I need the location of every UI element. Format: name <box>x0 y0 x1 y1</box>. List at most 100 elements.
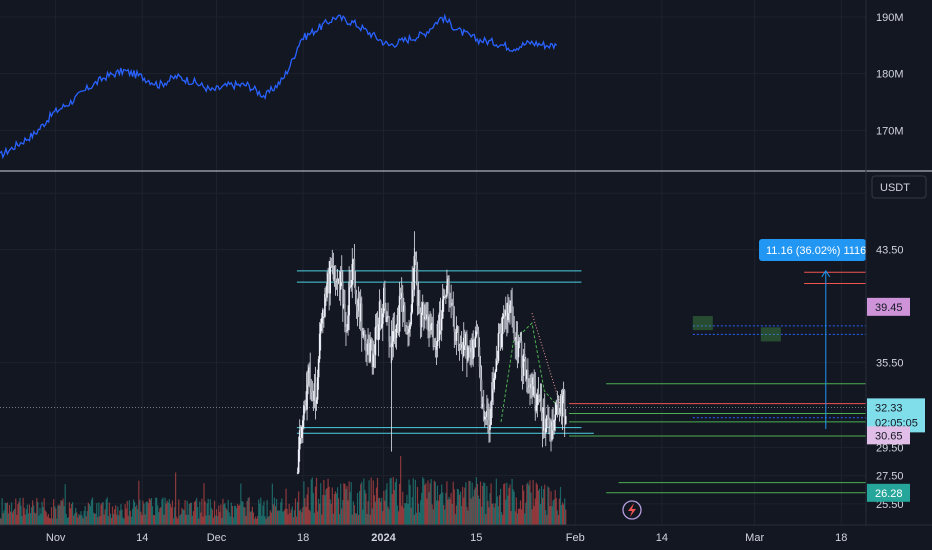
volume-bar <box>57 505 59 525</box>
volume-bar <box>467 510 469 525</box>
volume-bar <box>537 490 540 525</box>
volume-bar <box>170 507 173 525</box>
candle-body <box>472 339 475 359</box>
candle-body <box>512 323 514 328</box>
volume-bar <box>440 493 442 525</box>
volume-bar <box>372 480 374 525</box>
candle-body <box>406 327 408 334</box>
pattern-line[interactable] <box>500 322 564 422</box>
volume-bar <box>232 517 235 525</box>
volume-bar <box>19 497 21 525</box>
volume-bar <box>498 495 501 525</box>
volume-bar <box>6 502 8 525</box>
volume-bar <box>186 500 188 525</box>
volume-bar <box>289 512 291 525</box>
volume-bar <box>66 517 68 525</box>
volume-bar <box>512 489 514 525</box>
volume-bar <box>185 514 187 525</box>
candle-body <box>346 330 348 331</box>
volume-bar <box>132 499 135 525</box>
volume-bar <box>149 499 151 525</box>
volume-bar <box>265 518 267 525</box>
candle-body <box>448 278 450 299</box>
volume-bar <box>244 507 246 525</box>
volume-bar <box>349 492 351 525</box>
drawings-layer[interactable]: 11.16 (36.02%) 1116 <box>0 239 866 494</box>
candle-body <box>371 339 374 367</box>
candles-layer[interactable] <box>296 231 567 475</box>
volume-bar <box>197 506 199 525</box>
volume-bar <box>121 509 123 525</box>
volume-bar <box>438 494 441 525</box>
candle-body <box>328 273 330 294</box>
candle-body <box>372 353 375 367</box>
candle-body <box>313 383 316 401</box>
volume-bar <box>158 512 160 525</box>
candle-body <box>435 346 438 350</box>
volume-bar <box>108 502 110 525</box>
candle-body <box>493 378 496 390</box>
volume-bar <box>538 488 541 525</box>
volume-bar <box>486 486 488 525</box>
volume-bar <box>522 485 524 525</box>
zone-box[interactable] <box>692 316 713 331</box>
volume-bar <box>68 502 71 525</box>
volume-bar <box>523 490 525 525</box>
price-tick: 29.50 <box>876 442 904 454</box>
volume-bar <box>60 500 62 525</box>
volume-bar <box>37 501 39 525</box>
volume-bar <box>238 505 240 525</box>
candle-body <box>314 383 317 404</box>
candle-body <box>490 401 492 425</box>
volume-bar <box>324 495 326 525</box>
volume-bar <box>352 501 354 525</box>
volume-bar <box>44 510 46 525</box>
candle-body <box>323 309 325 317</box>
volume-bar <box>513 491 515 525</box>
indicator-line[interactable] <box>0 13 558 160</box>
volume-bar <box>163 514 165 525</box>
volume-bar <box>400 456 402 525</box>
volume-bar <box>306 494 308 525</box>
currency-button[interactable]: USDT <box>871 175 927 199</box>
trend-line[interactable] <box>531 313 566 420</box>
volume-bar <box>444 509 446 525</box>
indicator-price-scale[interactable]: 190M 180M 170M <box>876 12 904 137</box>
volume-bar <box>443 504 445 525</box>
measure-label-box[interactable] <box>759 239 866 261</box>
volume-bar <box>345 489 347 525</box>
volume-bar <box>292 517 294 525</box>
candle-body <box>442 295 445 300</box>
volume-bar <box>283 510 285 525</box>
candle-body <box>499 332 502 347</box>
candle-body <box>551 421 553 440</box>
volume-bar <box>323 480 325 525</box>
volume-bar <box>194 500 197 525</box>
lightning-icon[interactable] <box>622 500 642 520</box>
volume-bar <box>357 514 360 525</box>
volume-bar <box>34 512 36 525</box>
volume-bar <box>371 508 373 525</box>
candle-body <box>517 341 520 358</box>
volume-bar <box>456 488 459 525</box>
volume-bar <box>433 480 435 525</box>
zone-box[interactable] <box>760 327 781 342</box>
volume-bar <box>207 498 209 525</box>
indicator-pane[interactable] <box>0 13 558 160</box>
volume-bar <box>420 500 422 525</box>
volume-bar <box>281 498 283 525</box>
candle-body <box>428 316 430 331</box>
volume-bar <box>274 506 277 525</box>
volume-bar <box>178 499 180 525</box>
candle-body <box>477 331 480 348</box>
time-scale[interactable]: Nov 14 Dec 18 2024 15 Feb 14 Mar 18 <box>46 532 847 544</box>
volume-bar <box>454 514 456 525</box>
volume-bar <box>427 480 429 525</box>
candle-body <box>334 265 337 283</box>
volume-bar <box>271 483 273 525</box>
volume-bar <box>240 483 242 525</box>
candle-body <box>354 285 357 295</box>
volume-bar <box>446 481 448 525</box>
volume-bar <box>79 515 81 525</box>
